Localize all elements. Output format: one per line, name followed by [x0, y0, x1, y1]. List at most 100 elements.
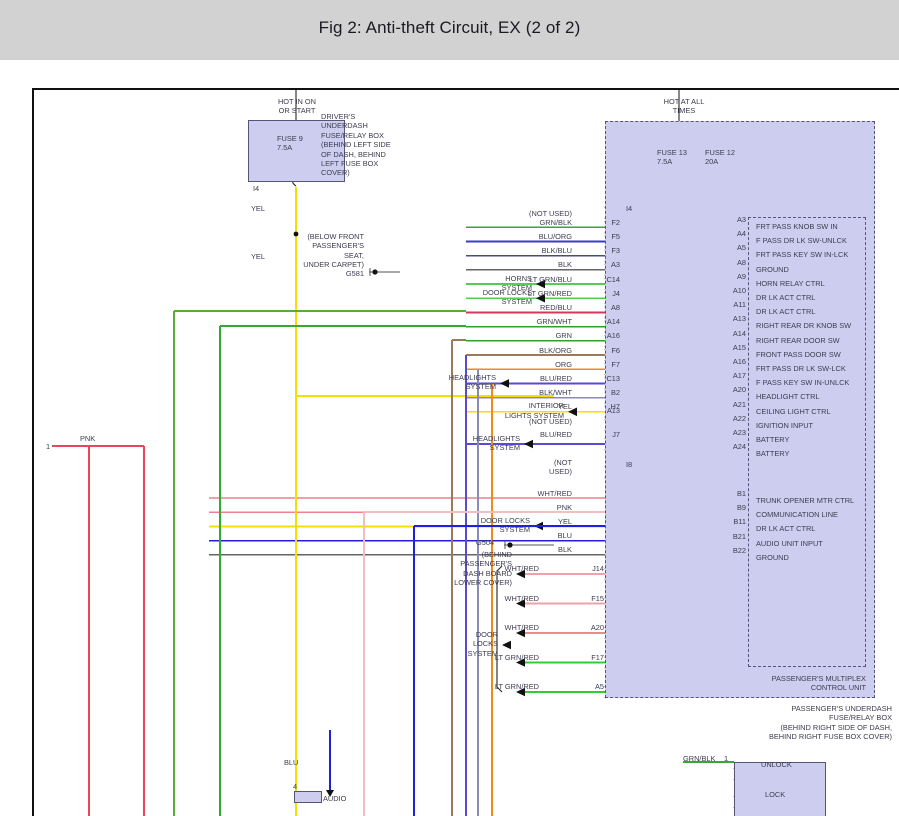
g504-label: G504 [476, 538, 495, 547]
wire-pin-label: F5 [611, 231, 620, 241]
lock-switch-wire-color: GRN/BLK [683, 754, 716, 763]
pin-description: CEILING LIGHT CTRL [756, 406, 831, 416]
unlock-label[interactable]: UNLOCK [761, 760, 792, 769]
left-edge-pin: 1 [46, 442, 51, 451]
wire-color-label: BLU [557, 531, 572, 541]
system-callout: DOOR LOCKS SYSTEM [480, 515, 530, 534]
pin-description: AUDIO UNIT INPUT [756, 538, 823, 548]
pin-description: DR LK ACT CTRL [756, 307, 816, 317]
wire-color-label: RED/BLU [539, 302, 572, 312]
pin-description: BATTERY [756, 449, 790, 459]
passengers-multiplex-control-unit [748, 217, 866, 667]
title-bar: Fig 2: Anti-theft Circuit, EX (2 of 2) [0, 0, 899, 60]
system-callout: HORNS SYSTEM [501, 273, 532, 292]
system-callout: HEADLIGHTS SYSTEM [472, 433, 520, 452]
fuse-9-rating: 7.5A [277, 143, 293, 152]
wire-color-label: GRN [555, 331, 572, 341]
wire-pin-label: A8 [610, 302, 620, 312]
pin-number: A3 [736, 215, 746, 224]
wire-color-label: YEL [558, 516, 572, 526]
drivers-fuse-box-note: DRIVER'S UNDERDASH FUSE/RELAY BOX (BEHIN… [321, 112, 391, 178]
pin-number: A4 [736, 229, 746, 239]
pin-number: B1 [736, 489, 746, 498]
unused-i8-note: (NOT USED) [549, 458, 572, 477]
wire-color-label: LT GRN/BLU [529, 274, 572, 284]
unused-a13-note: (NOT USED) [529, 417, 572, 426]
pin-number: A15 [732, 342, 746, 352]
audio-wire-color: BLU [284, 758, 299, 767]
wire-pin-label: F7 [611, 359, 620, 369]
unused-a13-pin: A13 [606, 406, 620, 415]
pin-number: A5 [736, 243, 746, 253]
wire-pin-label: F2 [611, 217, 620, 227]
wire-pin-label: B2 [610, 388, 620, 398]
terminal-i4-left: I4 [253, 184, 260, 193]
pin-description: GROUND [756, 552, 789, 562]
pin-number: A11 [733, 300, 746, 310]
wire-pin-label: F6 [611, 345, 620, 355]
fuse-12-name: FUSE 12 [705, 148, 735, 157]
wire-pin-label: H7 [610, 402, 620, 412]
system-callout: DOOR LOCKS SYSTEM [482, 287, 532, 307]
wire-pin-label: C14 [606, 274, 620, 284]
pin-number: A24 [732, 442, 746, 452]
pin-description: FRT PASS DR LK SW-LCK [756, 364, 846, 373]
wire-pin-label: F17 [591, 652, 604, 662]
pin-description: HORN RELAY CTRL [756, 278, 825, 288]
wire-color-label: WHT/RED [504, 623, 540, 632]
fuse-12-rating: 20A [705, 157, 719, 166]
j7-wire-pin: J7 [612, 430, 620, 439]
pin-description: GROUND [756, 264, 789, 274]
pin-description: F PASS KEY SW IN-UNLCK [756, 378, 850, 388]
j7-wire-color: BLU/RED [539, 430, 572, 439]
wire-pin-label: A5 [594, 682, 604, 691]
pin-number: A13 [732, 314, 746, 324]
pin-description: RIGHT REAR DOOR SW [756, 335, 840, 345]
wire-color-label: BLK/ORG [539, 345, 572, 355]
wire-pin-label: A3 [610, 260, 620, 270]
lock-switch-box[interactable] [734, 762, 826, 816]
wire-color-label: BLK [558, 260, 572, 270]
wiring-diagram-canvas: HOT IN ON OR START FUSE 9 7.5A DRIVER'S … [32, 88, 899, 816]
wire-pin-label: F15 [591, 593, 604, 603]
wire-color-label: WHT/RED [537, 488, 573, 498]
wire-color-label: YEL [558, 402, 572, 412]
system-callout: HEADLIGHTS SYSTEM [448, 373, 496, 392]
pin-description: DR LK ACT CTRL [756, 524, 816, 534]
pin-description: BATTERY [756, 435, 790, 444]
system-callout: DOOR LOCKS SYSTEM [467, 629, 498, 658]
audio-pin: 4 [293, 782, 298, 791]
audio-connector-body [294, 791, 322, 803]
left-edge-wire-color: PNK [80, 434, 96, 443]
drivers-underdash-fuse-box [248, 120, 345, 182]
system-callout: INTERIOR LIGHTS SYSTEM [504, 401, 564, 420]
wire-color-label: PNK [556, 502, 572, 512]
wire-pin-label: A16 [606, 331, 620, 341]
wire-color-label: BLU/ORG [538, 231, 572, 241]
page-title: Fig 2: Anti-theft Circuit, EX (2 of 2) [318, 18, 581, 37]
pin-description: RIGHT REAR DR KNOB SW [756, 321, 852, 331]
pin-number: A22 [732, 413, 746, 423]
g581-label: G581 [345, 269, 364, 278]
wire-color-label: WHT/RED [504, 564, 540, 573]
yel-wire-label-upper: YEL [251, 204, 265, 213]
passengers-fuse-box-note: PASSENGER'S UNDERDASH FUSE/RELAY BOX (BE… [768, 704, 892, 742]
wire-color-label: GRN/WHT [536, 317, 572, 327]
wire-color-label: LT GRN/RED [494, 652, 539, 662]
pin-description: F PASS DR LK SW-UNLCK [756, 236, 847, 246]
lock-label[interactable]: LOCK [765, 790, 786, 799]
g581-note: (BELOW FRONT PASSENGER'S SEAT, UNDER CAR… [303, 232, 364, 270]
wire-pin-label: A14 [606, 317, 620, 327]
wire-pin-label: A20 [590, 623, 604, 632]
wire-pin-label: J4 [612, 288, 620, 298]
pin-number: A9 [736, 271, 746, 281]
g504-note: (BEHIND PASSENGER'S DASH BOARD LOWER COV… [454, 550, 512, 588]
pin-description: COMMUNICATION LINE [756, 510, 838, 520]
lock-switch-pin: 1 [724, 754, 729, 763]
terminal-i4-right: I4 [626, 204, 633, 213]
pin-number: B9 [736, 503, 746, 513]
wire-pin-label: J14 [592, 564, 604, 573]
wire-color-label: LT GRN/RED [527, 288, 572, 298]
wire-color-label: GRN/BLK [539, 217, 572, 227]
pin-description: TRUNK OPENER MTR CTRL [756, 496, 855, 505]
